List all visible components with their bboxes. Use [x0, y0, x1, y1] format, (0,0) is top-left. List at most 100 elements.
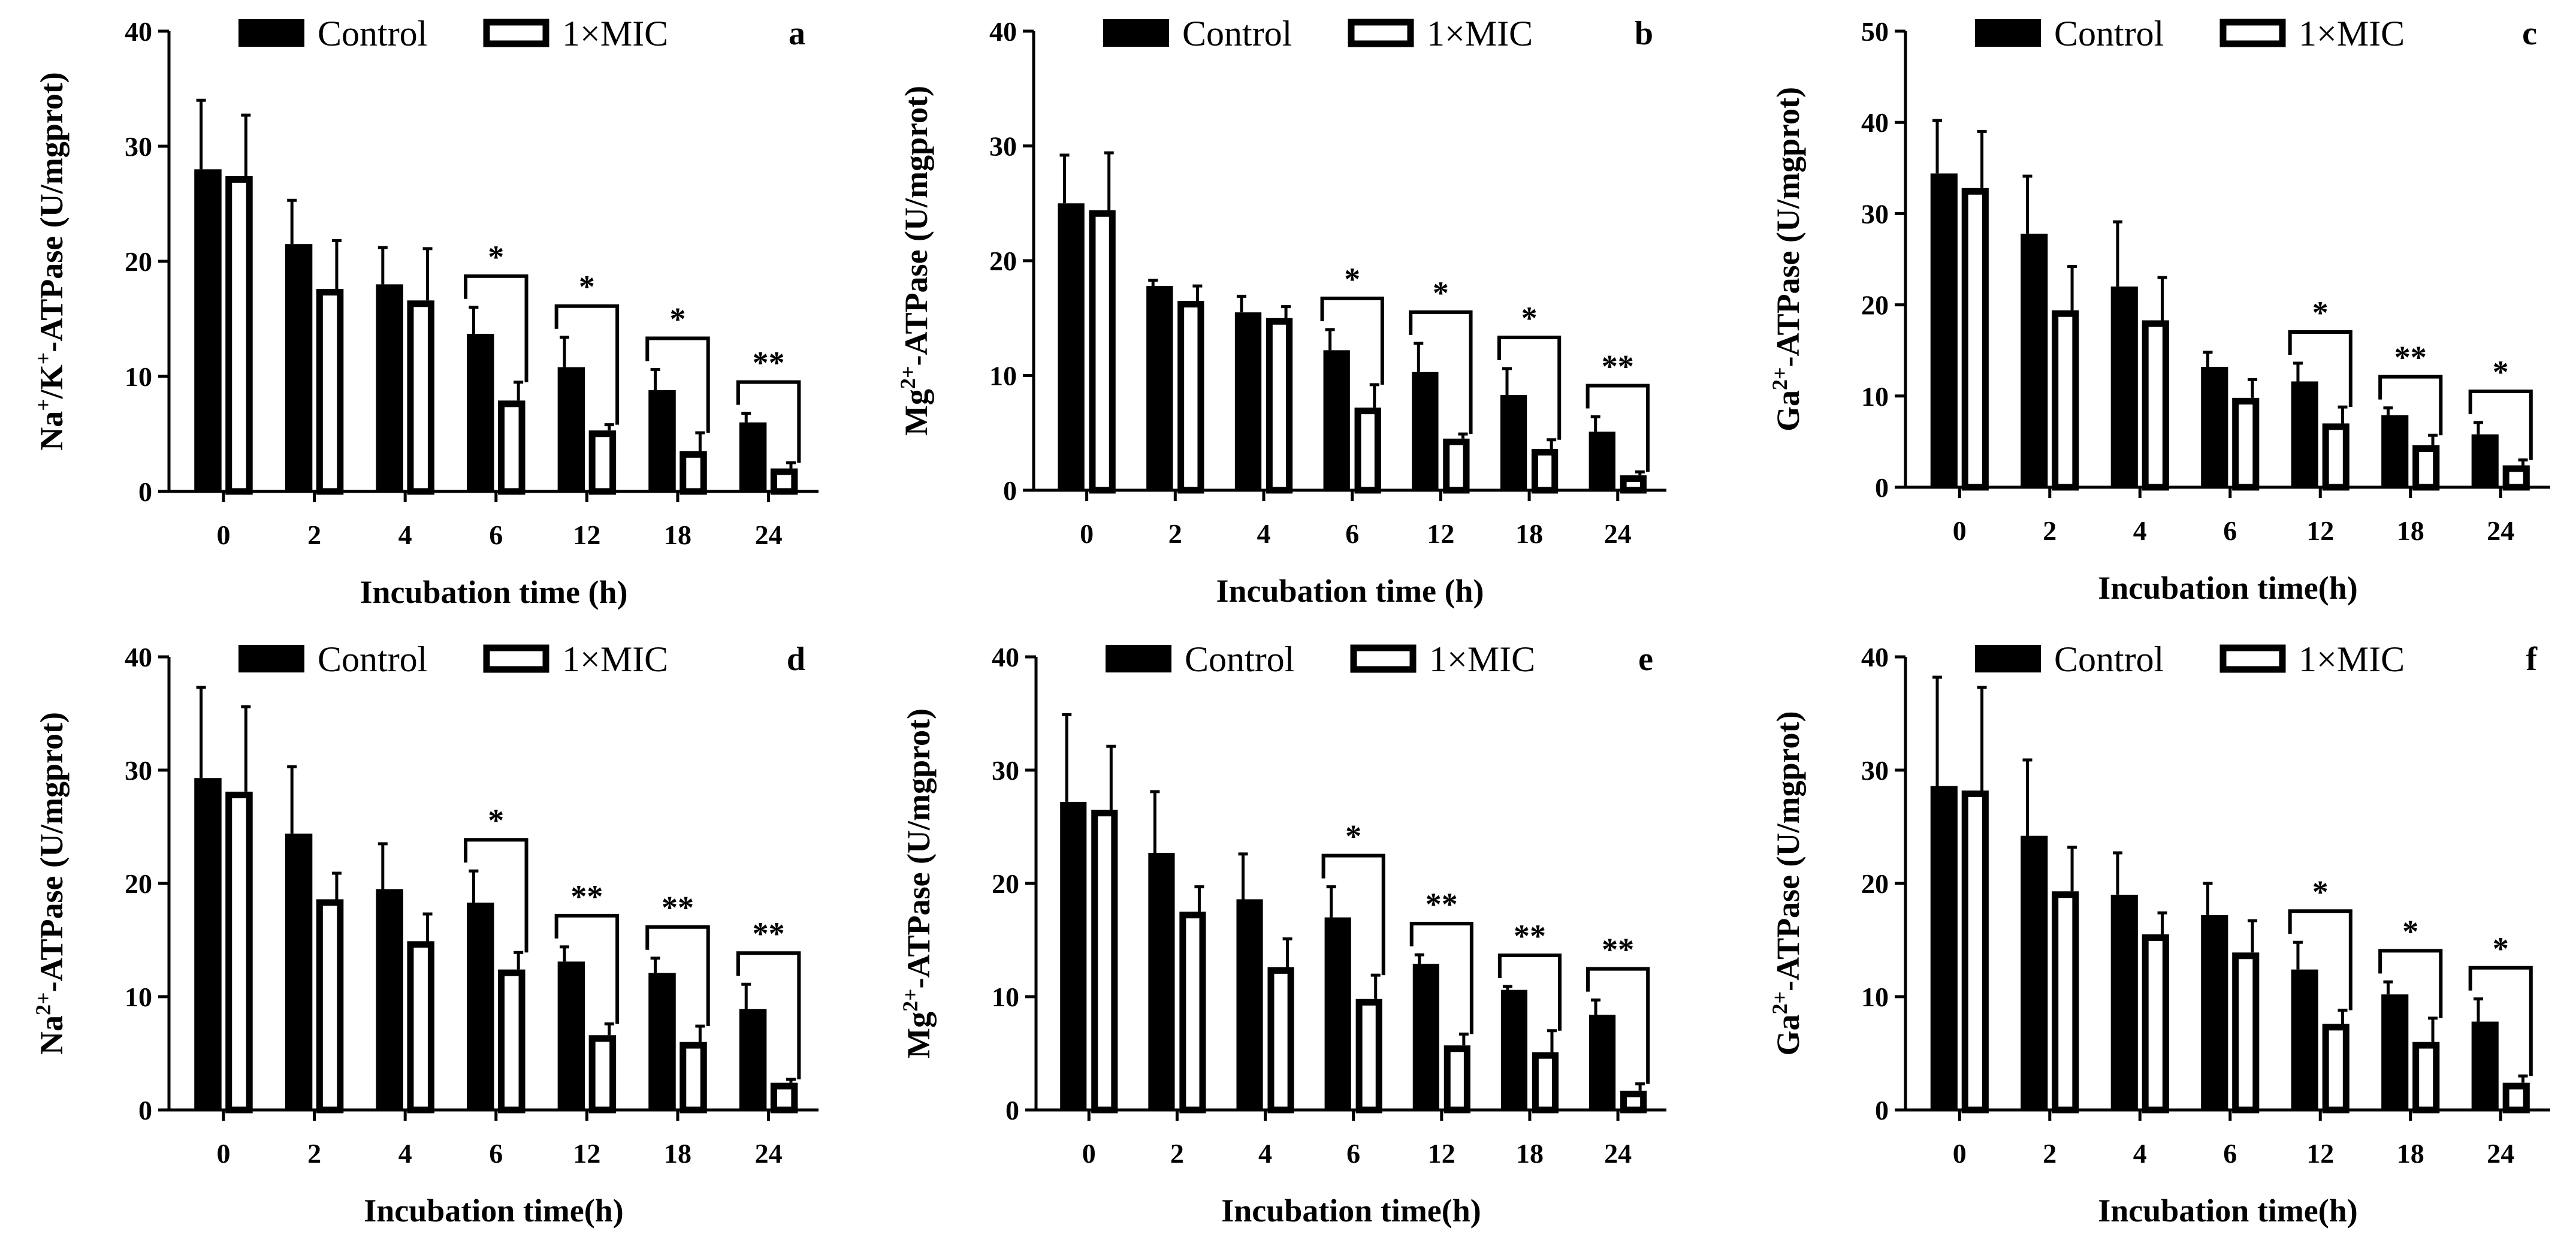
significance-label: *	[488, 239, 504, 275]
bar-control	[557, 961, 585, 1110]
x-tick-label: 12	[2306, 1138, 2334, 1169]
bar-mic	[2502, 1082, 2530, 1114]
bar-control	[2021, 835, 2048, 1110]
significance-bracket	[2468, 389, 2533, 460]
bar-control	[467, 333, 494, 491]
legend-swatch-control	[1975, 19, 2041, 47]
significance-label: **	[1514, 918, 1546, 954]
bar-control	[2471, 1021, 2499, 1110]
bar-mic	[1961, 791, 1989, 1114]
significance-bracket	[1497, 953, 1562, 1031]
bar-mic	[1266, 318, 1293, 494]
bar-control	[648, 973, 676, 1110]
bar-control	[2381, 415, 2409, 487]
x-tick-label: 0	[1080, 518, 1094, 549]
x-tick-label: 12	[2306, 515, 2334, 546]
y-tick-label: 20	[1861, 290, 1889, 321]
x-tick-label: 24	[2487, 515, 2514, 546]
legend: Control 1×MIC	[1975, 14, 2405, 53]
bar-control	[376, 889, 403, 1110]
bar-control	[1323, 350, 1350, 490]
x-tick-label: 6	[2223, 515, 2237, 546]
x-tick-label: 2	[2043, 515, 2056, 546]
significance-bracket	[2288, 909, 2352, 1010]
bar-mic	[1443, 438, 1470, 494]
legend-swatch-control	[238, 645, 304, 672]
y-axis-title: Mg2+-ATPase (U/mgprot)	[898, 708, 937, 1058]
bar-mic	[680, 1042, 707, 1114]
x-tick-label: 0	[1082, 1138, 1096, 1169]
bar-control	[648, 390, 676, 491]
bar-mic	[2502, 465, 2530, 491]
significance-label: *	[2312, 295, 2329, 331]
legend-swatch-mic	[2219, 19, 2286, 47]
y-tick-label: 40	[125, 642, 152, 672]
legend-swatch-control	[1975, 645, 2041, 672]
significance-label: **	[2394, 340, 2427, 376]
x-axis-title: Incubation time(h)	[2098, 570, 2358, 606]
significance-bracket	[1320, 296, 1384, 385]
bar-control	[1412, 372, 1439, 490]
x-tick-label: 4	[2133, 1138, 2147, 1169]
y-tick-label: 0	[1875, 472, 1889, 503]
significance-label: *	[579, 269, 595, 305]
x-axis-title: Incubation time(h)	[1221, 1193, 1481, 1229]
significance-bracket	[1586, 384, 1650, 472]
bar-control	[1060, 801, 1087, 1110]
bar-control	[1058, 203, 1085, 490]
bar-mic	[407, 941, 434, 1114]
bar-control	[2291, 381, 2318, 487]
bar-mic	[2322, 1024, 2349, 1114]
y-axis-title: Ga2+-ATPase (U/mgprot)	[1768, 711, 1806, 1056]
x-tick-label: 24	[2487, 1138, 2514, 1169]
bar-mic	[1355, 998, 1382, 1114]
y-tick-label: 20	[1861, 868, 1889, 899]
legend-label-control: Control	[1182, 14, 1292, 53]
legend: Control 1×MIC	[1975, 639, 2405, 679]
y-tick-label: 10	[992, 982, 1019, 1012]
y-tick-label: 0	[1875, 1095, 1889, 1126]
significance-bracket	[1409, 922, 1473, 1034]
bar-control	[1234, 312, 1262, 490]
x-tick-label: 2	[1170, 1138, 1184, 1169]
y-tick-label: 0	[1005, 1095, 1019, 1126]
significance-bracket	[2378, 949, 2443, 1018]
x-tick-label: 4	[398, 1138, 412, 1169]
bar-mic	[1089, 210, 1116, 494]
x-tick-label: 18	[1516, 1138, 1544, 1169]
bar-control	[2201, 915, 2228, 1110]
y-axis-title: Ga2+-ATPase (U/mgprot)	[1768, 87, 1806, 432]
bar-control	[1500, 989, 1528, 1110]
bar-control	[194, 778, 222, 1110]
legend-label-mic: 1×MIC	[2299, 639, 2405, 679]
bar-mic	[2052, 891, 2079, 1114]
legend: Control 1×MIC	[238, 639, 668, 679]
significance-label: **	[753, 345, 785, 381]
x-tick-label: 4	[2133, 515, 2147, 546]
bar-mic	[1354, 408, 1381, 494]
y-tick-label: 20	[125, 246, 152, 277]
bar-control	[285, 833, 313, 1110]
bar-mic	[316, 289, 344, 495]
x-tick-label: 12	[1427, 518, 1454, 549]
y-tick-label: 20	[992, 868, 1019, 899]
bar-mic	[1961, 188, 1989, 491]
significance-bracket	[464, 274, 529, 382]
bar-control	[1589, 1015, 1616, 1110]
bar-mic	[1267, 967, 1294, 1114]
legend-label-mic: 1×MIC	[1429, 639, 1535, 679]
bar-control	[1930, 786, 1958, 1110]
significance-bracket	[1497, 336, 1562, 440]
x-tick-label: 12	[573, 520, 600, 550]
bar-mic	[1179, 912, 1206, 1114]
bar-mic	[680, 451, 707, 495]
significance-bracket	[2468, 966, 2533, 1076]
y-axis-title: Na+/K+-ATPase (U/mgprot)	[31, 72, 70, 450]
significance-bracket	[2378, 375, 2443, 436]
bar-control	[1500, 395, 1527, 490]
